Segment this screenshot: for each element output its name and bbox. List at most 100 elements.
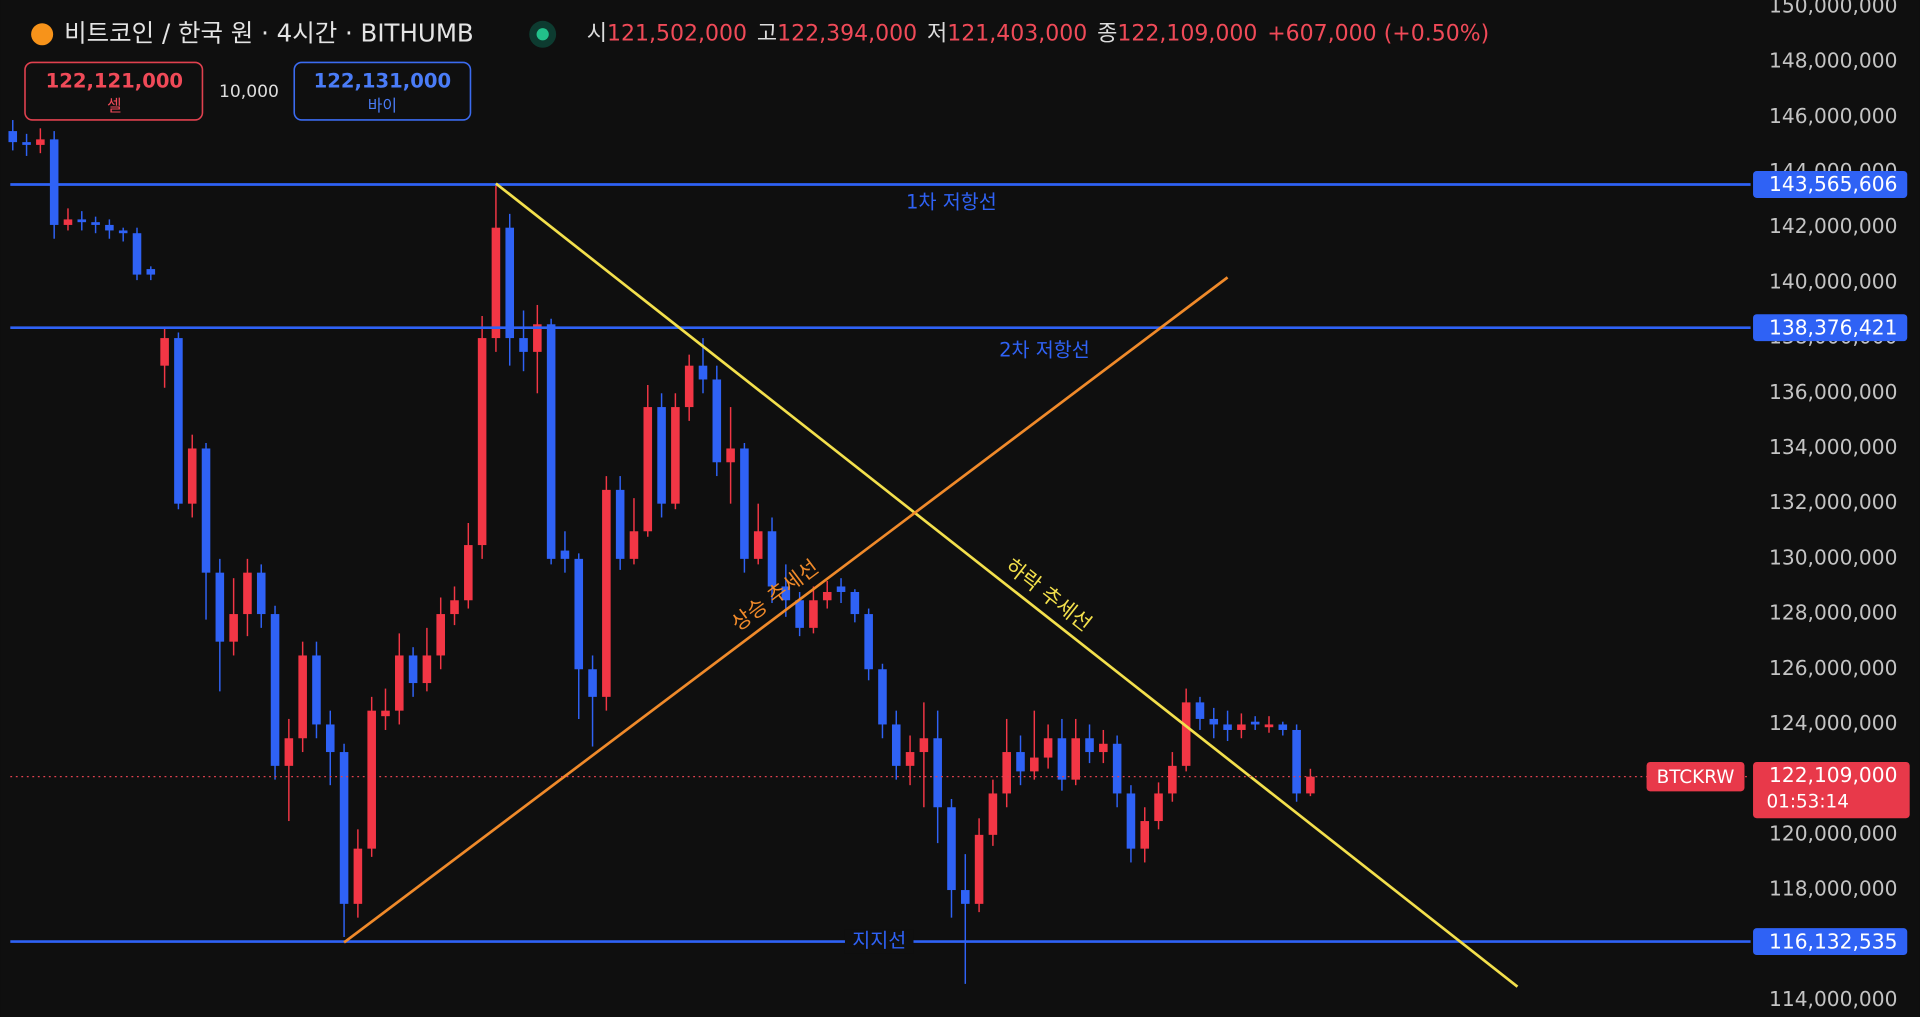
candle-body [1030, 757, 1039, 772]
candle-body [795, 600, 804, 628]
candle-body [657, 407, 666, 504]
candle-body [850, 591, 860, 615]
level-label: 지지선 [852, 929, 906, 952]
candle-body [533, 324, 542, 352]
level-label-bg [844, 929, 914, 954]
change: +607,000 (+0.50%) [1267, 21, 1489, 46]
candle-body [560, 550, 570, 559]
candle-body [574, 558, 584, 670]
stat-label: 시 [587, 21, 607, 46]
candle-body [602, 489, 611, 697]
candle-body [1043, 738, 1053, 758]
candle-body [905, 752, 915, 766]
candle-body [49, 139, 59, 225]
candle-body [298, 655, 307, 739]
y-tick-label: 124,000,000 [1769, 711, 1897, 735]
stat-value: 122,109,000 [1117, 21, 1257, 46]
stat-label: 종 [1097, 21, 1117, 46]
candle-body [464, 545, 473, 601]
candle-body [629, 531, 639, 559]
candle-body [215, 572, 225, 642]
candle-body [1140, 821, 1150, 849]
sell-button[interactable] [24, 61, 204, 121]
candle-body [1292, 729, 1301, 794]
candle-body [367, 710, 376, 849]
buy-button[interactable] [293, 61, 472, 121]
y-tick-label: 142,000,000 [1769, 214, 1897, 238]
candle-body [1002, 752, 1011, 794]
y-tick-label: 146,000,000 [1769, 104, 1897, 128]
candle-body [284, 738, 294, 766]
candle-body [822, 591, 832, 601]
level-tag-label: 116,132,535 [1769, 929, 1897, 953]
candle-body [698, 365, 708, 380]
stat-value: 122,394,000 [777, 21, 917, 46]
chart-title: 비트코인 / 한국 원 · 4시간 · BITHUMB [64, 18, 474, 47]
candle-body [353, 848, 363, 904]
candle-body [381, 710, 390, 717]
candle-body [187, 448, 197, 504]
candle-body [519, 338, 528, 352]
symbol-tag [1646, 761, 1745, 792]
candle-body [1099, 743, 1108, 753]
buy-label: 바이 [368, 96, 397, 115]
candle-body [201, 448, 211, 573]
candle-body [1181, 702, 1191, 766]
candle-body [132, 233, 142, 275]
candle-body [312, 655, 321, 725]
candle-body [988, 793, 998, 835]
trend-line [495, 182, 1519, 988]
candle-body [339, 752, 349, 904]
countdown: 01:53:14 [1767, 791, 1849, 812]
ohlc-stats: 시121,502,000 고122,394,000 저121,403,000 종122… [587, 21, 1490, 46]
candle-body [1223, 724, 1232, 730]
candle-body [422, 655, 432, 684]
candle-body [408, 655, 418, 684]
candle-body [160, 338, 169, 366]
candle-body [491, 227, 501, 339]
candle-body [477, 338, 487, 546]
candle-body [961, 890, 970, 904]
price-tag-label: 122,109,000 [1769, 763, 1897, 787]
candle-body [1168, 765, 1177, 794]
candle-body [1112, 743, 1122, 794]
candle-body [505, 227, 515, 339]
candle-body [1278, 724, 1288, 730]
y-tick-label: 148,000,000 [1769, 49, 1897, 73]
candle-body [1237, 724, 1246, 730]
candle-body [919, 738, 929, 753]
y-tick-label: 130,000,000 [1769, 545, 1897, 569]
price-axis: 114,000,000116,000,000118,000,000120,000… [1646, 0, 1910, 1011]
candle-body [1085, 738, 1094, 753]
candle-body [1306, 776, 1315, 794]
candle-body [546, 324, 556, 559]
candle-body [684, 365, 694, 408]
quantity[interactable]: 10,000 [219, 82, 279, 102]
y-tick-label: 134,000,000 [1769, 435, 1897, 459]
stat-value: 121,502,000 [607, 21, 747, 46]
trend-line [343, 276, 1229, 944]
candle-body [740, 448, 749, 559]
candle-body [1195, 702, 1205, 719]
buy-price: 122,131,000 [314, 69, 451, 92]
candle-body [146, 269, 156, 275]
y-tick-label: 114,000,000 [1769, 987, 1897, 1011]
candle-body [933, 738, 942, 808]
candle-body [395, 655, 404, 711]
candle-body [878, 669, 887, 725]
stat-value: 121,403,000 [947, 21, 1087, 46]
candle-body [1057, 738, 1067, 780]
candle-body [767, 531, 777, 587]
y-tick-label: 120,000,000 [1769, 821, 1897, 845]
candle-body [615, 489, 625, 559]
candle-body [229, 614, 238, 642]
candle-body [809, 600, 818, 628]
candle-body [243, 572, 252, 615]
status-dot [536, 28, 549, 41]
y-tick-label: 140,000,000 [1769, 269, 1897, 293]
candle-body [436, 614, 445, 656]
candle-body [947, 807, 956, 891]
candle-body [22, 142, 31, 145]
candle-body [1016, 752, 1025, 772]
sell-label: 셀 [107, 96, 122, 115]
